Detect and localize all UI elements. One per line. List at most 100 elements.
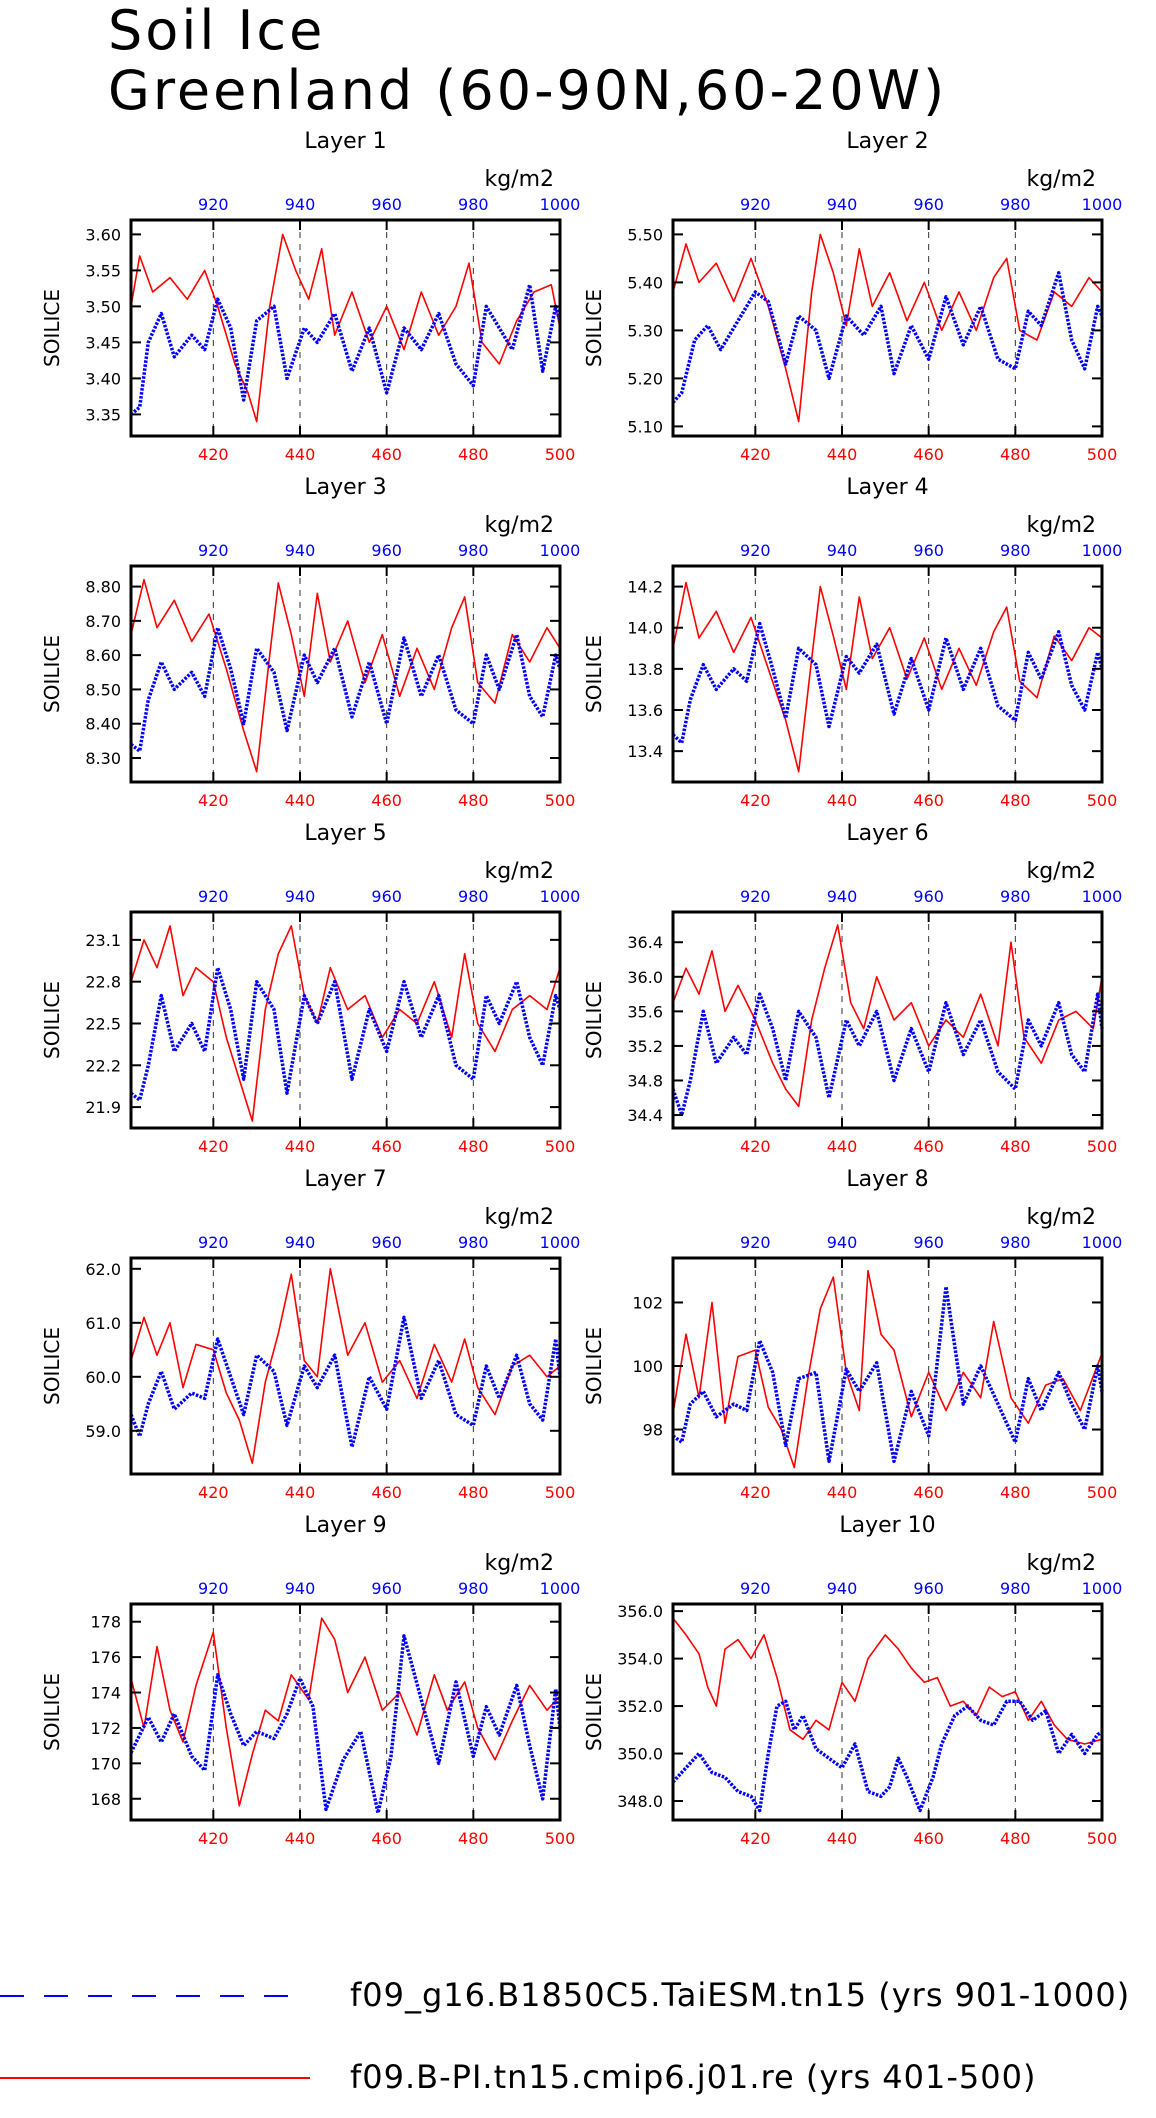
x-tick-label-top: 940 (285, 1233, 316, 1252)
series-line-taiesm (671, 992, 1104, 1117)
panel-title: Layer 7 (304, 1167, 386, 1192)
x-tick-label-bottom: 440 (827, 1137, 858, 1156)
top-axis-unit: kg/m2 (1026, 859, 1096, 884)
top-axis-unit: kg/m2 (1026, 1205, 1096, 1230)
x-tick-label-top: 980 (1000, 1579, 1031, 1598)
series-line-cmip6 (672, 924, 1103, 1108)
panel-title: Layer 10 (839, 1513, 935, 1538)
x-tick-label-top: 980 (1000, 1233, 1031, 1252)
x-tick-label-bottom: 480 (458, 1829, 489, 1848)
y-tick-label: 354.0 (617, 1650, 663, 1669)
panel-layer-3: Layer 3 kg/m2 420 440 460 480 500 920 940 960 980 1… (40, 475, 580, 810)
legend-item-cmip6: f09.B-PI.tn15.cmip6.j01.re (yrs 401-500) (0, 2048, 1156, 2108)
panel-layer-9: Layer 9 kg/m2 420 440 460 480 500 920 940 960 980 1… (40, 1513, 580, 1848)
x-tick-label-top: 920 (740, 195, 771, 214)
x-tick-label-bottom: 420 (740, 1483, 771, 1502)
top-axis-unit: kg/m2 (1026, 513, 1096, 538)
plot-frame (129, 1602, 562, 1822)
y-tick-label: 348.0 (617, 1792, 663, 1811)
panel-title: Layer 8 (846, 1167, 928, 1192)
series-line-cmip6 (130, 578, 561, 773)
y-tick-label: 62.0 (85, 1260, 121, 1279)
panel-layer-4: Layer 4 kg/m2 420 440 460 480 500 920 940 960 980 1… (582, 475, 1122, 810)
x-tick-label-bottom: 500 (1087, 791, 1118, 810)
x-tick-label-top: 1000 (540, 1233, 581, 1252)
y-tick-label: 8.40 (85, 715, 121, 734)
y-tick-label: 176 (90, 1648, 121, 1667)
series-line-cmip6 (130, 1268, 561, 1464)
series-line-taiesm (129, 965, 562, 1102)
legend-swatch-dashed (0, 1995, 300, 1997)
x-tick-label-bottom: 480 (1000, 791, 1031, 810)
x-tick-label-bottom: 440 (285, 791, 316, 810)
x-tick-label-bottom: 500 (545, 1483, 576, 1502)
series-line-taiesm (129, 625, 562, 753)
y-tick-label: 3.50 (85, 297, 121, 316)
y-axis-label: SOILICE (40, 1327, 64, 1405)
plot-frame (129, 1256, 562, 1476)
series-line-cmip6 (672, 581, 1103, 773)
x-tick-label-bottom: 480 (1000, 445, 1031, 464)
x-tick-label-top: 960 (371, 1233, 402, 1252)
y-tick-label: 3.55 (85, 261, 121, 280)
x-tick-label-top: 940 (827, 195, 858, 214)
x-tick-label-top: 980 (458, 195, 489, 214)
x-tick-label-bottom: 500 (545, 791, 576, 810)
x-tick-label-top: 920 (198, 887, 229, 906)
y-tick-label: 13.4 (627, 742, 663, 761)
x-tick-label-top: 960 (913, 1579, 944, 1598)
series-line-cmip6 (130, 925, 561, 1122)
x-tick-label-bottom: 420 (740, 1829, 771, 1848)
x-tick-label-top: 1000 (540, 887, 581, 906)
x-tick-label-bottom: 460 (371, 791, 402, 810)
x-tick-label-bottom: 460 (371, 445, 402, 464)
panel-layer-5: Layer 5 kg/m2 420 440 460 480 500 920 940 960 980 1… (40, 821, 580, 1156)
y-axis-label: SOILICE (582, 1673, 606, 1751)
x-tick-label-top: 1000 (540, 195, 581, 214)
x-tick-label-bottom: 460 (913, 1483, 944, 1502)
series-line-taiesm (671, 1699, 1103, 1813)
x-tick-label-top: 960 (371, 195, 402, 214)
x-tick-label-top: 920 (198, 1233, 229, 1252)
plot-frame (671, 1602, 1104, 1822)
chart-title-line-1: Soil Ice (108, 0, 326, 62)
top-axis-unit: kg/m2 (484, 1205, 554, 1230)
top-axis-unit: kg/m2 (484, 859, 554, 884)
x-tick-label-top: 1000 (1082, 541, 1123, 560)
x-tick-label-bottom: 420 (198, 1483, 229, 1502)
y-tick-label: 35.6 (627, 1002, 663, 1021)
top-axis-unit: kg/m2 (484, 1551, 554, 1576)
panel-title: Layer 6 (846, 821, 928, 846)
y-tick-label: 8.60 (85, 646, 121, 665)
x-tick-label-top: 940 (827, 1233, 858, 1252)
x-tick-label-bottom: 440 (827, 1483, 858, 1502)
y-tick-label: 35.2 (627, 1037, 663, 1056)
x-tick-label-bottom: 440 (827, 445, 858, 464)
y-tick-label: 22.8 (85, 973, 121, 992)
y-tick-label: 14.0 (627, 619, 663, 638)
top-axis-unit: kg/m2 (484, 513, 554, 538)
panel-layer-2: Layer 2 kg/m2 420 440 460 480 500 920 940 960 980 1… (582, 129, 1122, 464)
x-tick-label-bottom: 480 (1000, 1483, 1031, 1502)
plot-frame (671, 564, 1104, 784)
x-tick-label-bottom: 500 (1087, 1829, 1118, 1848)
y-tick-label: 36.4 (627, 933, 663, 952)
plot-frame (671, 218, 1104, 438)
panel-title: Layer 9 (304, 1513, 386, 1538)
x-tick-label-bottom: 480 (458, 1483, 489, 1502)
x-tick-label-top: 920 (198, 541, 229, 560)
legend-label-cmip6: f09.B-PI.tn15.cmip6.j01.re (yrs 401-500) (350, 2058, 1037, 2096)
x-tick-label-top: 980 (458, 1233, 489, 1252)
y-tick-label: 5.40 (627, 273, 663, 292)
legend-label-taiesm: f09_g16.B1850C5.TaiESM.tn15 (yrs 901-100… (350, 1976, 1131, 2014)
top-axis-unit: kg/m2 (1026, 167, 1096, 192)
x-tick-label-top: 960 (371, 1579, 402, 1598)
panel-layer-10: Layer 10 kg/m2 420 440 460 480 500 920 940 960 980… (582, 1513, 1122, 1848)
x-tick-label-top: 960 (371, 887, 402, 906)
x-tick-label-bottom: 480 (1000, 1137, 1031, 1156)
x-tick-label-bottom: 480 (458, 445, 489, 464)
x-tick-label-top: 940 (827, 541, 858, 560)
x-tick-label-top: 1000 (1082, 1233, 1123, 1252)
x-tick-label-bottom: 460 (913, 1137, 944, 1156)
x-tick-label-top: 940 (285, 887, 316, 906)
